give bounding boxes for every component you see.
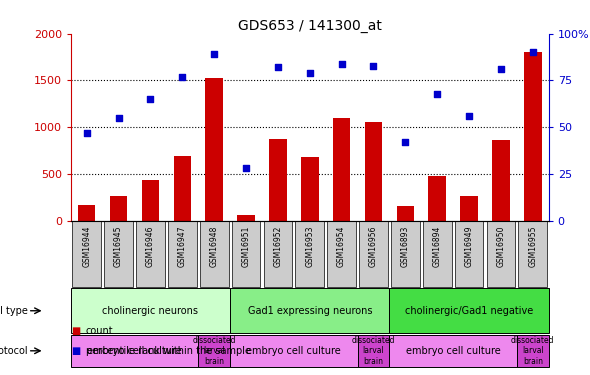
Text: ■: ■: [71, 346, 80, 356]
Text: dissociated
larval
brain: dissociated larval brain: [511, 336, 555, 366]
FancyBboxPatch shape: [327, 220, 356, 287]
Text: GSM16952: GSM16952: [273, 226, 283, 267]
Text: cell type: cell type: [0, 306, 28, 316]
Text: protocol: protocol: [0, 346, 28, 356]
FancyBboxPatch shape: [200, 220, 228, 287]
Text: GSM16954: GSM16954: [337, 226, 346, 267]
Text: embryo cell culture: embryo cell culture: [247, 346, 341, 356]
FancyBboxPatch shape: [389, 288, 549, 333]
Point: [305, 70, 314, 76]
Point: [401, 139, 410, 145]
Text: ■: ■: [71, 326, 80, 336]
FancyBboxPatch shape: [71, 335, 198, 367]
FancyBboxPatch shape: [198, 335, 230, 367]
FancyBboxPatch shape: [517, 335, 549, 367]
Point: [528, 50, 537, 55]
Bar: [205, 78, 223, 220]
Text: GSM16950: GSM16950: [496, 226, 506, 267]
Text: cholinergic/Gad1 negative: cholinergic/Gad1 negative: [405, 306, 533, 316]
Bar: [142, 180, 159, 220]
Text: GSM16893: GSM16893: [401, 226, 410, 267]
FancyBboxPatch shape: [389, 335, 517, 367]
Point: [337, 61, 346, 67]
Bar: [524, 53, 542, 220]
FancyBboxPatch shape: [359, 220, 388, 287]
Text: GSM16945: GSM16945: [114, 226, 123, 267]
Text: percentile rank within the sample: percentile rank within the sample: [86, 346, 251, 356]
Bar: [428, 176, 446, 220]
Title: GDS653 / 141300_at: GDS653 / 141300_at: [238, 19, 382, 33]
Point: [369, 63, 378, 69]
Point: [241, 165, 251, 171]
Point: [496, 66, 506, 72]
Point: [82, 130, 91, 136]
Bar: [110, 196, 127, 220]
FancyBboxPatch shape: [136, 220, 165, 287]
Point: [146, 96, 155, 102]
FancyBboxPatch shape: [391, 220, 419, 287]
Text: GSM16944: GSM16944: [82, 226, 91, 267]
FancyBboxPatch shape: [358, 335, 389, 367]
Text: GSM16953: GSM16953: [305, 226, 314, 267]
Bar: [492, 140, 510, 220]
Point: [114, 115, 123, 121]
FancyBboxPatch shape: [455, 220, 483, 287]
Point: [464, 113, 474, 119]
Bar: [460, 196, 478, 220]
Bar: [173, 156, 191, 220]
Text: Gad1 expressing neurons: Gad1 expressing neurons: [247, 306, 372, 316]
Bar: [78, 205, 96, 220]
FancyBboxPatch shape: [230, 335, 358, 367]
Text: embryo cell culture: embryo cell culture: [87, 346, 182, 356]
FancyBboxPatch shape: [104, 220, 133, 287]
FancyBboxPatch shape: [487, 220, 515, 287]
Text: GSM16949: GSM16949: [464, 226, 474, 267]
Text: GSM16956: GSM16956: [369, 226, 378, 267]
Text: GSM16955: GSM16955: [528, 226, 537, 267]
Bar: [396, 206, 414, 220]
Text: GSM16946: GSM16946: [146, 226, 155, 267]
FancyBboxPatch shape: [264, 220, 292, 287]
Text: GSM16947: GSM16947: [178, 226, 187, 267]
FancyBboxPatch shape: [73, 220, 101, 287]
Text: GSM16948: GSM16948: [209, 226, 219, 267]
Text: GSM16951: GSM16951: [241, 226, 251, 267]
Bar: [333, 118, 350, 220]
FancyBboxPatch shape: [230, 288, 389, 333]
Text: dissociated
larval
brain: dissociated larval brain: [192, 336, 236, 366]
Bar: [237, 214, 255, 220]
FancyBboxPatch shape: [168, 220, 196, 287]
Text: embryo cell culture: embryo cell culture: [406, 346, 500, 356]
Text: GSM16894: GSM16894: [432, 226, 442, 267]
Text: cholinergic neurons: cholinergic neurons: [103, 306, 198, 316]
Bar: [365, 122, 382, 220]
FancyBboxPatch shape: [296, 220, 324, 287]
FancyBboxPatch shape: [519, 220, 547, 287]
FancyBboxPatch shape: [232, 220, 260, 287]
Bar: [301, 157, 319, 220]
Text: count: count: [86, 326, 113, 336]
FancyBboxPatch shape: [423, 220, 451, 287]
Point: [273, 64, 283, 70]
Point: [178, 74, 187, 80]
Point: [432, 90, 442, 96]
Bar: [269, 140, 287, 220]
Point: [209, 51, 219, 57]
Text: dissociated
larval
brain: dissociated larval brain: [352, 336, 395, 366]
FancyBboxPatch shape: [71, 288, 230, 333]
